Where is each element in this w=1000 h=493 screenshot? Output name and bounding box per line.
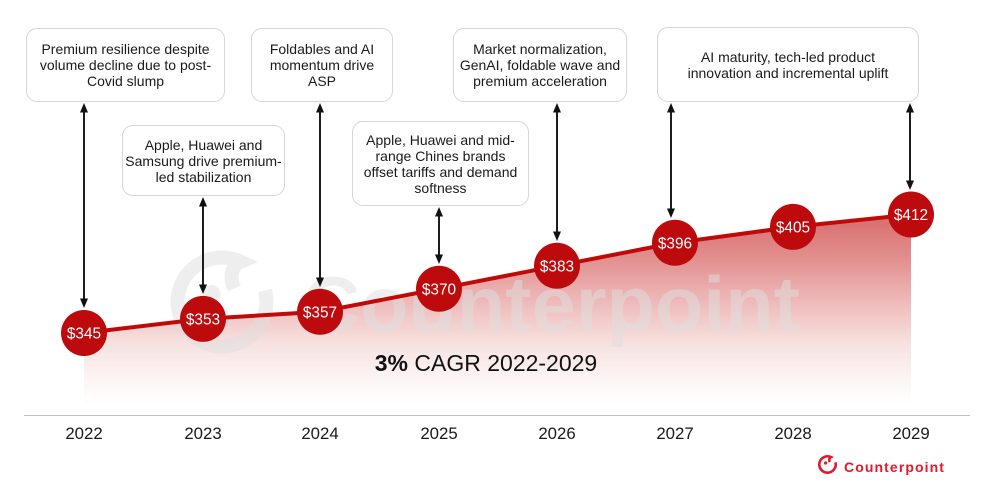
svg-text:$345: $345 — [67, 326, 101, 343]
svg-text:$405: $405 — [776, 219, 810, 236]
svg-text:$396: $396 — [658, 235, 692, 252]
svg-text:$357: $357 — [303, 304, 337, 321]
svg-text:$370: $370 — [422, 281, 456, 298]
svg-text:$383: $383 — [540, 258, 574, 275]
svg-text:$353: $353 — [186, 311, 220, 328]
svg-text:$412: $412 — [894, 207, 928, 224]
